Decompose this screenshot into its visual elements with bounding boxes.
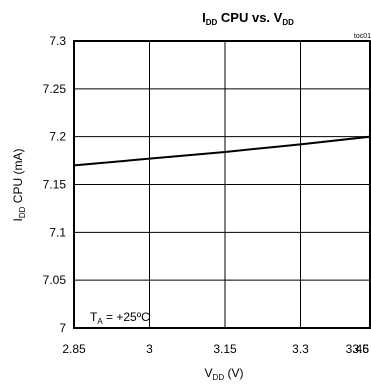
x-tick-label: 3.3: [292, 342, 309, 356]
y-tick-labels: 7 7.05 7.1 7.15 7.2 7.25 7.3: [43, 34, 67, 335]
x-tick-labels: 2.85 3 3.15 3.3 3.453.6: [62, 342, 369, 356]
series-line: [73, 124, 371, 167]
y-tick-label: 7: [59, 321, 66, 335]
x-tick-label: 3.45: [346, 342, 370, 356]
y-tick-label: 7.2: [49, 130, 66, 144]
x-tick-label: 3: [146, 342, 153, 356]
plot-frame: [73, 40, 371, 329]
y-tick-label: 7.15: [43, 178, 67, 192]
y-axis-title: IDD CPU (mA): [11, 149, 27, 222]
series-layer: [73, 124, 371, 167]
y-tick-label: 7.05: [43, 273, 67, 287]
corner-label: toc01: [354, 33, 371, 40]
grid: [74, 41, 370, 328]
chart-title: IDD CPU vs. VDD: [202, 10, 294, 27]
y-tick-label: 7.3: [49, 34, 66, 48]
y-tick-label: 7.25: [43, 82, 67, 96]
y-tick-label: 7.1: [49, 225, 66, 239]
x-tick-label: 3.6: [352, 342, 369, 356]
temperature-annotation: TA = +25ºC: [90, 310, 150, 326]
x-axis-title: VDD (V): [205, 366, 244, 382]
x-tick-label: 2.85: [62, 342, 86, 356]
x-tick-label: 3.15: [213, 342, 237, 356]
